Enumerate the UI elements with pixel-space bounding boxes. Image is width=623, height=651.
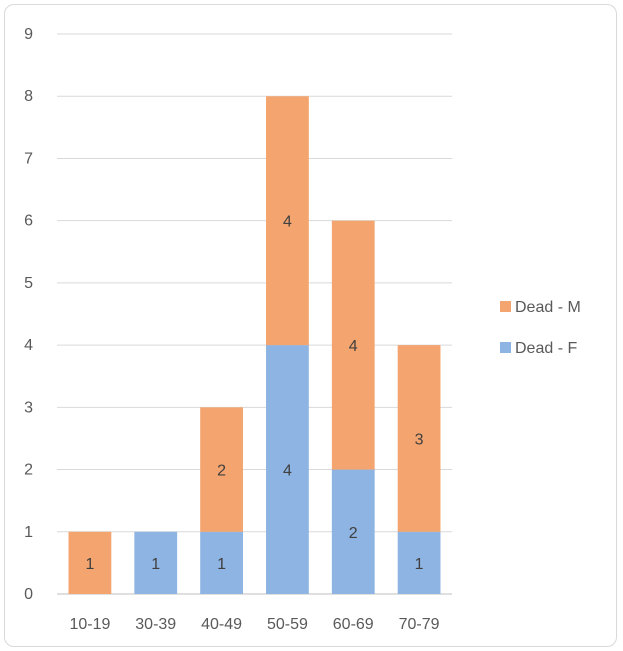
bar-dead-m-50-59: [266, 96, 309, 346]
y-tick-label: 2: [24, 462, 33, 479]
data-label: 3: [415, 431, 424, 448]
y-tick-label: 7: [24, 150, 33, 167]
y-tick-label: 0: [24, 586, 33, 603]
data-label: 1: [415, 556, 424, 573]
y-tick-label: 6: [24, 213, 33, 230]
legend: Dead - M Dead - F: [500, 299, 581, 357]
bars: [68, 96, 441, 594]
data-label: 1: [217, 556, 226, 573]
data-labels: 1 1 1 2 4 4 2 4 1 3: [85, 214, 423, 573]
bar-dead-f-40-49: [200, 531, 243, 594]
x-tick-label: 30-39: [135, 616, 176, 633]
x-tick-label: 60-69: [333, 616, 374, 633]
x-tick-label: 10-19: [69, 616, 110, 633]
data-label: 2: [349, 525, 358, 542]
legend-label: Dead - F: [515, 340, 577, 357]
data-label: 1: [151, 556, 160, 573]
x-tick-label: 70-79: [399, 616, 440, 633]
x-axis-ticks: 10-19 30-39 40-49 50-59 60-69 70-79: [69, 616, 439, 633]
data-label: 4: [283, 214, 292, 231]
gridlines: [57, 33, 452, 595]
y-tick-label: 4: [24, 337, 33, 354]
bar-dead-f-70-79: [397, 531, 441, 594]
bar-dead-f-50-59: [266, 345, 309, 594]
bar-dead-m-10-19: [68, 531, 112, 594]
bar-dead-m-70-79: [397, 345, 441, 532]
y-tick-label: 8: [24, 88, 33, 105]
bar-dead-f-30-39: [134, 531, 178, 594]
legend-label: Dead - M: [515, 299, 581, 316]
y-tick-label: 9: [24, 26, 33, 43]
legend-swatch: [500, 342, 511, 353]
data-label: 4: [349, 338, 358, 355]
y-tick-label: 1: [24, 524, 33, 541]
bar-dead-f-60-69: [331, 469, 375, 594]
data-label: 4: [283, 463, 292, 480]
bar-dead-m-60-69: [331, 220, 375, 470]
x-tick-label: 40-49: [201, 616, 242, 633]
bar-dead-m-40-49: [200, 407, 243, 532]
y-axis-ticks: 0 1 2 3 4 5 6 7 8 9: [24, 26, 33, 603]
x-tick-label: 50-59: [267, 616, 308, 633]
y-tick-label: 3: [24, 399, 33, 416]
data-label: 2: [217, 463, 226, 480]
y-tick-label: 5: [24, 275, 33, 292]
data-label: 1: [85, 556, 94, 573]
legend-swatch: [500, 301, 511, 312]
